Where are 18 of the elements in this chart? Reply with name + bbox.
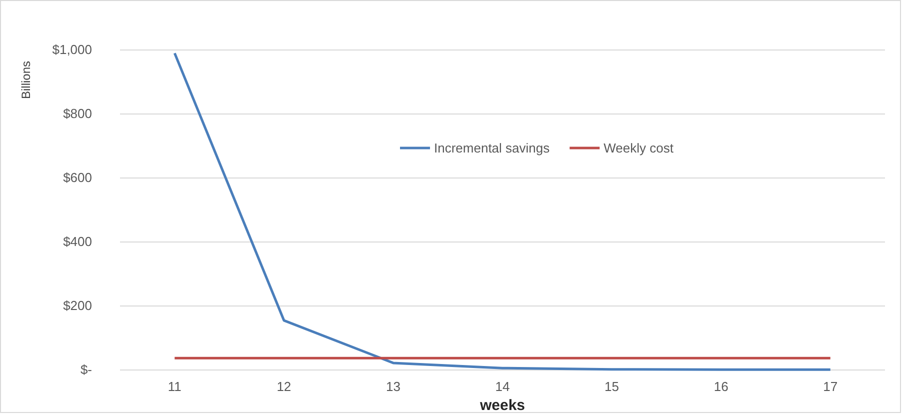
x-tick-label: 13: [386, 379, 400, 394]
x-tick-label: 16: [714, 379, 728, 394]
legend-label: Weekly cost: [604, 140, 674, 156]
y-tick-label: $200: [63, 298, 92, 314]
x-tick-label: 15: [604, 379, 620, 394]
y-tick-label: $-: [80, 362, 92, 378]
x-tick-label: 17: [823, 379, 838, 394]
legend-label: Incremental savings: [434, 140, 550, 156]
x-axis-title: weeks: [478, 397, 526, 414]
y-tick-label: $800: [63, 106, 92, 122]
x-tick-label: 14: [495, 379, 510, 394]
y-tick-label: $600: [63, 170, 92, 186]
x-tick-label: 12: [276, 379, 292, 394]
y-tick-label: $400: [63, 234, 92, 250]
y-tick-label: $1,000: [52, 42, 92, 58]
line-series: [173, 52, 832, 371]
x-tick-label: 11: [168, 379, 182, 394]
y-axis-title: Billions: [19, 60, 33, 100]
